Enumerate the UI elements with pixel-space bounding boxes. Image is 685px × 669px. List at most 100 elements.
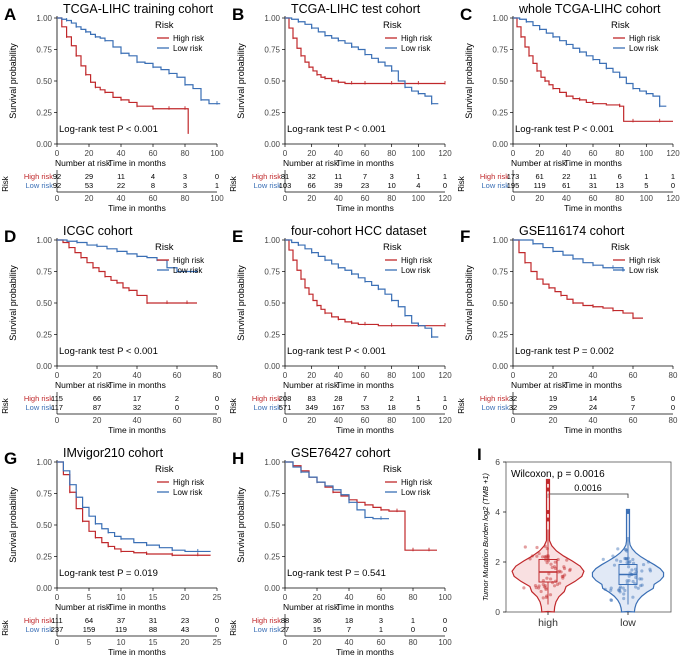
risk-row-high-label: High risk: [252, 172, 281, 181]
panel-label: G: [4, 449, 17, 468]
risk-x-tick-label: 20: [307, 194, 316, 203]
y-tick-label: 0.50: [492, 299, 508, 308]
risk-axis-label: Risk: [229, 619, 238, 636]
risk-low-count: 87: [93, 403, 101, 412]
data-point: [618, 589, 621, 592]
data-point: [619, 585, 622, 588]
x-tick-label: 40: [133, 371, 142, 380]
data-point: [537, 586, 540, 589]
panel-H: H GSE76427 cohort0.000.250.500.751.000 20 4…: [229, 446, 452, 657]
x-tick-label: 20: [85, 149, 94, 158]
risk-row-low-label: Low risk: [481, 403, 509, 412]
risk-row-low-label: Low risk: [25, 625, 53, 634]
x-tick-label: 0: [55, 149, 60, 158]
risk-row-high-label: High risk: [252, 394, 281, 403]
data-point: [528, 557, 531, 560]
legend-title: Risk: [155, 464, 174, 475]
risk-high-count: 22: [562, 172, 570, 181]
x-tick-label: 60: [361, 149, 370, 158]
risk-row-low-label: Low risk: [253, 625, 281, 634]
risk-low-count: 1: [215, 181, 219, 190]
risk-high-count: 3: [379, 616, 383, 625]
x-tick-label: 40: [345, 593, 354, 602]
risk-x-tick-label: 25: [213, 638, 222, 647]
risk-high-count: 1: [411, 616, 415, 625]
risk-low-count: 4: [416, 181, 420, 190]
y-tick-label: 1.00: [36, 14, 52, 23]
panel-label: I: [477, 445, 482, 464]
risk-table-header: Number at risk: [283, 158, 339, 168]
risk-high-count: 0: [215, 394, 219, 403]
risk-table-header: Number at risk: [55, 380, 111, 390]
data-point: [615, 558, 618, 561]
risk-x-tick-label: 120: [666, 194, 680, 203]
x-tick-label: 10: [117, 593, 126, 602]
risk-high-count: 1: [443, 172, 447, 181]
risk-x-tick-label: 100: [438, 638, 452, 647]
risk-row-high-label: High risk: [480, 172, 509, 181]
y-tick-label: 1.00: [264, 14, 280, 23]
x-tick-label: 80: [669, 371, 678, 380]
y-axis-label: Survival probability: [236, 265, 246, 341]
x-tick-label: 80: [181, 149, 190, 158]
data-point: [535, 555, 538, 558]
risk-low-count: 29: [549, 403, 557, 412]
panel-label: H: [232, 449, 244, 468]
x-tick-label: 60: [377, 593, 386, 602]
y-tick-label: 0.75: [36, 490, 52, 499]
x-tick-label: 60: [173, 371, 182, 380]
legend-high-label: High risk: [401, 478, 433, 487]
y-axis-label: Tumor Mutation Burden log2 (TMB +1): [481, 472, 490, 601]
risk-row-high-label: High risk: [480, 394, 509, 403]
legend-low-label: Low risk: [173, 266, 203, 275]
risk-high-count: 0: [215, 172, 219, 181]
risk-x-tick-label: 80: [409, 638, 418, 647]
x-tick-label: 60: [149, 149, 158, 158]
x-tick-label: 0: [55, 371, 60, 380]
risk-low-count: 349: [305, 403, 318, 412]
high-risk-curve: [285, 240, 445, 326]
chart-title: IMvigor210 cohort: [63, 446, 164, 460]
data-point: [634, 585, 637, 588]
x-tick-label: 80: [213, 371, 222, 380]
data-point: [542, 596, 545, 599]
y-axis-label: Survival probability: [8, 487, 18, 563]
risk-low-count: 0: [215, 403, 219, 412]
data-point: [531, 554, 534, 557]
data-point: [540, 590, 543, 593]
risk-low-count: 10: [387, 181, 395, 190]
risk-high-count: 1: [416, 394, 420, 403]
risk-x-tick-label: 60: [173, 416, 182, 425]
risk-high-count: 28: [334, 394, 342, 403]
panel-B: B TCGA-LIHC test cohort0.000.250.500.751.…: [229, 2, 452, 213]
data-point: [625, 579, 628, 582]
risk-x-tick-label: 0: [283, 194, 288, 203]
legend-title: Risk: [383, 464, 402, 475]
pvalue-text: Log-rank test P < 0.001: [287, 346, 386, 357]
data-point: [568, 569, 571, 572]
pvalue-text: Log-rank test P < 0.001: [287, 124, 386, 135]
risk-x-tick-label: 100: [412, 194, 426, 203]
legend-high-label: High risk: [629, 256, 661, 265]
y-tick-label: 0.25: [36, 553, 52, 562]
risk-table-header: Number at risk: [511, 158, 567, 168]
risk-x-tick-label: 80: [387, 416, 396, 425]
data-point: [639, 584, 642, 587]
risk-x-tick-label: 60: [361, 194, 370, 203]
x-tick-label: 40: [562, 149, 571, 158]
risk-x-axis-label: Time in months: [564, 203, 622, 213]
risk-high-count: 83: [307, 394, 315, 403]
y-axis-label: Survival probability: [236, 43, 246, 119]
risk-x-tick-label: 20: [535, 194, 544, 203]
risk-x-axis-label: Time in months: [336, 425, 394, 435]
risk-low-count: 7: [347, 625, 351, 634]
data-point: [565, 559, 568, 562]
risk-low-count: 0: [175, 403, 179, 412]
data-point: [616, 547, 619, 550]
risk-low-count: 23: [361, 181, 369, 190]
panel-E: Efour-cohort HCC dataset0.000.250.500.75…: [229, 224, 452, 435]
y-tick-label: 0.00: [36, 362, 52, 371]
y-tick-label: 0.75: [36, 268, 52, 277]
panel-D: D ICGC cohort0.000.250.500.751.000 20 40 60 8…: [1, 224, 222, 435]
y-axis-label: Survival probability: [8, 265, 18, 341]
